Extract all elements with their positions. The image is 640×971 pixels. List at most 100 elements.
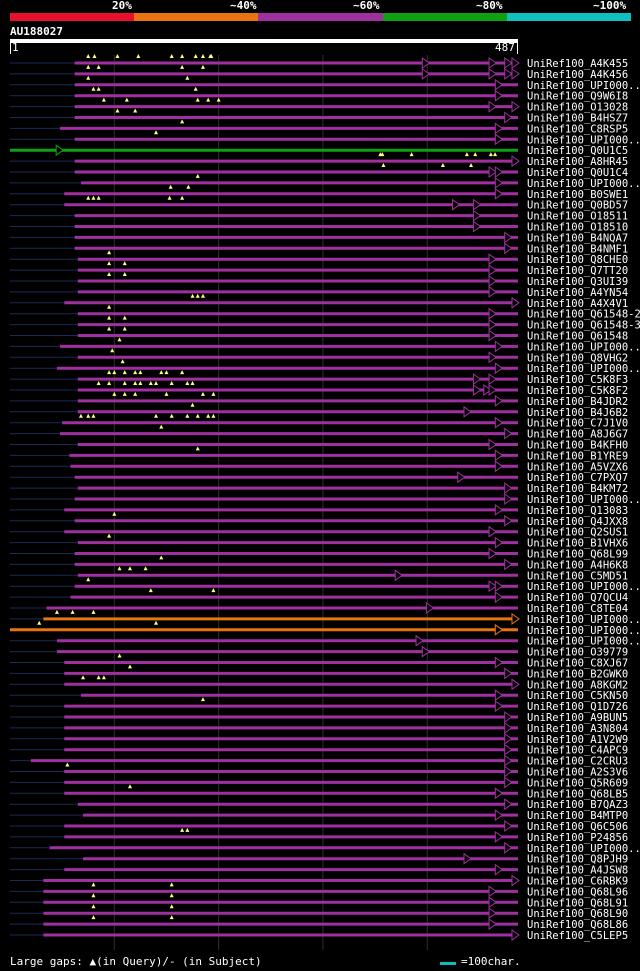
hit-label[interactable]: UniRef100_A9BUN5 bbox=[527, 712, 628, 724]
query-gap-triangle bbox=[122, 370, 127, 375]
hit-label[interactable]: UniRef100_O39779 bbox=[527, 647, 628, 659]
hit-label[interactable]: UniRef100_C5LEP5 bbox=[527, 930, 628, 942]
hit-label[interactable]: UniRef100_C2CRU3 bbox=[527, 756, 628, 768]
hit-label[interactable]: UniRef100_UPI000.. bbox=[527, 178, 640, 190]
hit-label[interactable]: UniRef100_B2GWK0 bbox=[527, 668, 628, 680]
hit-label[interactable]: UniRef100_Q68LB5 bbox=[527, 788, 628, 800]
hit-label[interactable]: UniRef100_UPI000.. bbox=[527, 363, 640, 375]
hit-end-arrow bbox=[494, 503, 504, 516]
hit-label[interactable]: UniRef100_UPI000.. bbox=[527, 625, 640, 637]
hit-label[interactable]: UniRef100_B1VHX6 bbox=[527, 538, 628, 550]
hit-label[interactable]: UniRef100_Q7TT20 bbox=[527, 265, 628, 277]
hit-label[interactable]: UniRef100_C5MD51 bbox=[527, 570, 628, 582]
hit-label[interactable]: UniRef100_Q4JXX8 bbox=[527, 516, 628, 528]
hit-label[interactable]: UniRef100_Q9W6I8 bbox=[527, 91, 628, 103]
hit-label[interactable]: UniRef100_UPI000.. bbox=[527, 636, 640, 648]
hit-label[interactable]: UniRef100_Q61548-2 bbox=[527, 309, 640, 321]
hit-label[interactable]: UniRef100_A4X4V1 bbox=[527, 298, 628, 310]
hit-label[interactable]: UniRef100_B4NQA7 bbox=[527, 232, 628, 244]
query-gap-triangle bbox=[86, 413, 91, 418]
hit-label[interactable]: UniRef100_A4K456 bbox=[527, 69, 628, 81]
hit-label[interactable]: UniRef100_B4J6B2 bbox=[527, 407, 628, 419]
query-gap-triangle bbox=[381, 163, 386, 167]
hit-label[interactable]: UniRef100_Q61548-3 bbox=[527, 320, 640, 332]
hit-label[interactable]: UniRef100_C5K8F3 bbox=[527, 374, 628, 386]
hit-label[interactable]: UniRef100_A8HR45 bbox=[527, 156, 628, 168]
hit-label[interactable]: UniRef100_Q68L90 bbox=[527, 908, 628, 920]
hit-label[interactable]: UniRef100_Q2SUS1 bbox=[527, 527, 628, 539]
hit-label[interactable]: UniRef100_Q8PJH9 bbox=[527, 854, 628, 866]
hit-label[interactable]: UniRef100_Q0U1C4 bbox=[527, 167, 628, 179]
hit-label[interactable]: UniRef100_Q6C506 bbox=[527, 821, 628, 833]
hit-label[interactable]: UniRef100_B4KM72 bbox=[527, 483, 628, 495]
hit-label[interactable]: UniRef100_B7QAZ3 bbox=[527, 799, 628, 811]
hit-label[interactable]: UniRef100_P24856 bbox=[527, 832, 628, 844]
hit-label[interactable]: UniRef100_B4JDR2 bbox=[527, 396, 628, 408]
hit-label[interactable]: UniRef100_A5VZX6 bbox=[527, 461, 628, 473]
query-gap-triangle bbox=[190, 381, 195, 385]
hit-label[interactable]: UniRef100_Q3UI39 bbox=[527, 276, 628, 288]
hit-label[interactable]: UniRef100_Q68L99 bbox=[527, 549, 628, 561]
hit-label[interactable]: UniRef100_A4K455 bbox=[527, 58, 628, 70]
hit-label[interactable]: UniRef100_A4YN54 bbox=[527, 287, 628, 299]
hit-label[interactable]: UniRef100_UPI000.. bbox=[527, 80, 640, 92]
hit-label[interactable]: UniRef100_A1V2W9 bbox=[527, 734, 628, 746]
hit-label[interactable]: UniRef100_A8KGM2 bbox=[527, 679, 628, 691]
hit-label[interactable]: UniRef100_Q68L91 bbox=[527, 897, 628, 909]
query-gap-triangle bbox=[70, 609, 75, 614]
hit-label[interactable]: UniRef100_C8XJ67 bbox=[527, 658, 628, 670]
hit-label[interactable]: UniRef100_UPI000.. bbox=[527, 843, 640, 855]
hit-label[interactable]: UniRef100_UPI000.. bbox=[527, 494, 640, 506]
hit-end-arrow bbox=[504, 820, 513, 832]
hit-label[interactable]: UniRef100_Q0U1C5 bbox=[527, 145, 628, 157]
legend-segment-40 bbox=[134, 13, 259, 21]
query-gap-triangle bbox=[115, 108, 120, 113]
query-gap-triangle bbox=[120, 359, 125, 364]
hit-label[interactable]: UniRef100_Q68L96 bbox=[527, 886, 628, 898]
hit-label[interactable]: UniRef100_B4MTP0 bbox=[527, 810, 628, 822]
hit-label[interactable]: UniRef100_Q8VHG2 bbox=[527, 352, 628, 364]
hit-label[interactable]: UniRef100_UPI000.. bbox=[527, 341, 640, 353]
hit-label[interactable]: UniRef100_C6RBK9 bbox=[527, 876, 628, 888]
query-gap-triangle bbox=[91, 413, 96, 418]
hit-label[interactable]: UniRef100_C8RSP5 bbox=[527, 123, 628, 135]
hit-label[interactable]: UniRef100_O18510 bbox=[527, 222, 628, 234]
hit-label[interactable]: UniRef100_C7J1V0 bbox=[527, 418, 628, 430]
hit-label[interactable]: UniRef100_C5K8F2 bbox=[527, 385, 628, 397]
hit-label[interactable]: UniRef100_B4HSZ7 bbox=[527, 113, 628, 125]
hit-label[interactable]: UniRef100_Q8CHE0 bbox=[527, 254, 628, 266]
hit-label[interactable]: UniRef100_Q7QCU4 bbox=[527, 592, 628, 604]
hit-label[interactable]: UniRef100_C8TE04 bbox=[527, 603, 628, 615]
hit-label[interactable]: UniRef100_UPI000.. bbox=[527, 614, 640, 626]
hit-label[interactable]: UniRef100_Q61548 bbox=[527, 331, 628, 343]
hit-label[interactable]: UniRef100_C5KN50 bbox=[527, 690, 628, 702]
hit-label[interactable]: UniRef100_B4NMF1 bbox=[527, 243, 628, 255]
hit-label[interactable]: UniRef100_UPI000.. bbox=[527, 134, 640, 146]
hit-label[interactable]: UniRef100_B1YRE9 bbox=[527, 450, 628, 462]
hit-label[interactable]: UniRef100_A4H6K8 bbox=[527, 559, 628, 571]
hit-label[interactable]: UniRef100_A4JSW8 bbox=[527, 865, 628, 877]
hit-label[interactable]: UniRef100_B0SWE1 bbox=[527, 189, 628, 201]
hit-label[interactable]: UniRef100_C7PXQ7 bbox=[527, 472, 628, 484]
query-gap-triangle bbox=[180, 64, 185, 69]
hit-label[interactable]: UniRef100_C4APC9 bbox=[527, 745, 628, 757]
query-gap-triangle bbox=[122, 315, 127, 320]
hit-label[interactable]: UniRef100_O13028 bbox=[527, 102, 628, 114]
query-gap-triangle bbox=[211, 413, 216, 418]
query-gap-triangle bbox=[195, 97, 200, 102]
hit-label[interactable]: UniRef100_Q1D726 bbox=[527, 701, 628, 713]
hit-label[interactable]: UniRef100_UPI000.. bbox=[527, 581, 640, 593]
hit-label[interactable]: UniRef100_O18511 bbox=[527, 211, 628, 223]
hit-label[interactable]: UniRef100_B4KFH0 bbox=[527, 440, 628, 452]
hit-label[interactable]: UniRef100_A3N804 bbox=[527, 723, 628, 735]
query-gap-triangle bbox=[117, 566, 122, 571]
hit-label[interactable]: UniRef100_A2S3V6 bbox=[527, 767, 628, 779]
hit-label[interactable]: UniRef100_Q68L86 bbox=[527, 919, 628, 931]
hit-label[interactable]: UniRef100_Q13083 bbox=[527, 505, 628, 517]
hit-end-arrow bbox=[511, 57, 520, 69]
hit-label[interactable]: UniRef100_Q0BD57 bbox=[527, 200, 628, 212]
hit-label[interactable]: UniRef100_Q5R609 bbox=[527, 777, 628, 789]
hit-label[interactable]: UniRef100_A8J6G7 bbox=[527, 429, 628, 441]
hit-end-arrow bbox=[488, 384, 497, 396]
